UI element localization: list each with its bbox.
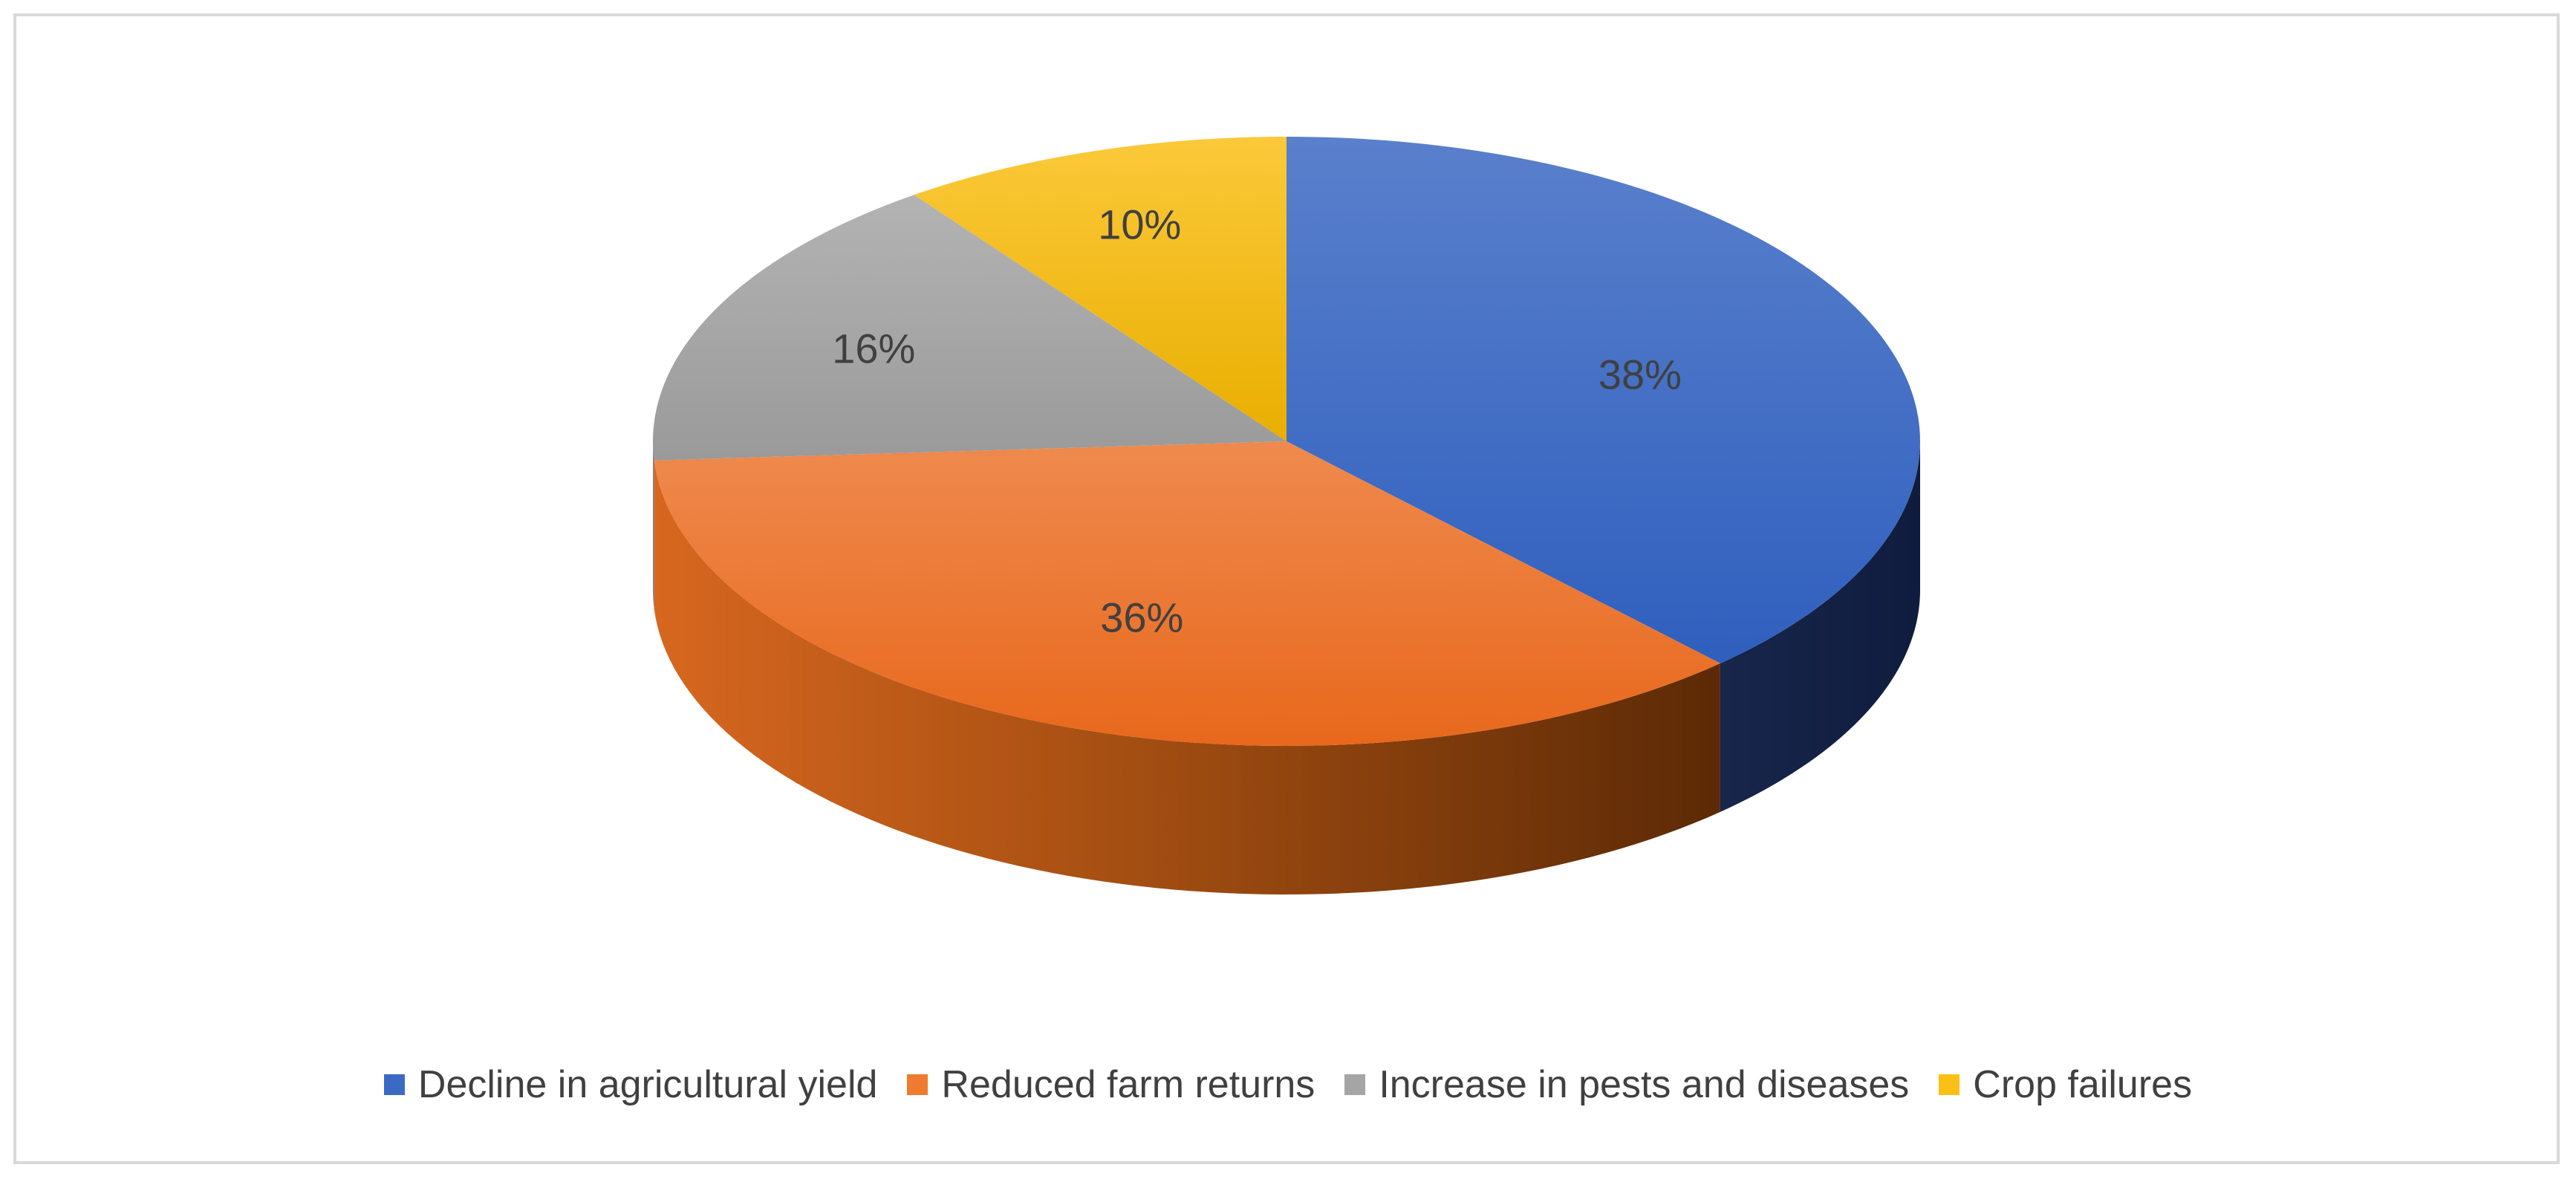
slice-reduced-returns-side xyxy=(654,460,1720,894)
legend: Decline in agricultural yield Reduced fa… xyxy=(0,1040,2576,1129)
data-label: 10% xyxy=(1098,201,1181,248)
legend-swatch xyxy=(1344,1074,1366,1095)
legend-item-reduced-returns: Reduced farm returns xyxy=(907,1062,1315,1107)
slice-decline-yield-side xyxy=(1720,441,1920,812)
legend-swatch xyxy=(1939,1074,1960,1095)
slice-reduced-returns xyxy=(654,441,1720,746)
slice-decline-yield xyxy=(1287,137,1920,663)
data-label: 38% xyxy=(1598,351,1682,397)
legend-label: Decline in agricultural yield xyxy=(417,1063,878,1106)
legend-label: Reduced farm returns xyxy=(941,1063,1315,1106)
slice-pests-diseases-side xyxy=(653,441,654,609)
legend-swatch xyxy=(907,1074,928,1095)
legend-item-crop-failures: Crop failures xyxy=(1939,1062,2192,1107)
legend-item-pests-diseases: Increase in pests and diseases xyxy=(1344,1062,1909,1107)
data-label: 36% xyxy=(1100,594,1183,640)
legend-swatch xyxy=(383,1074,405,1095)
slice-pests-diseases xyxy=(653,195,1287,461)
legend-label: Crop failures xyxy=(1973,1063,2193,1106)
legend-label: Increase in pests and diseases xyxy=(1379,1063,1910,1106)
legend-item-decline-yield: Decline in agricultural yield xyxy=(383,1062,878,1107)
slice-crop-failures xyxy=(914,137,1287,441)
data-label: 16% xyxy=(832,325,915,371)
